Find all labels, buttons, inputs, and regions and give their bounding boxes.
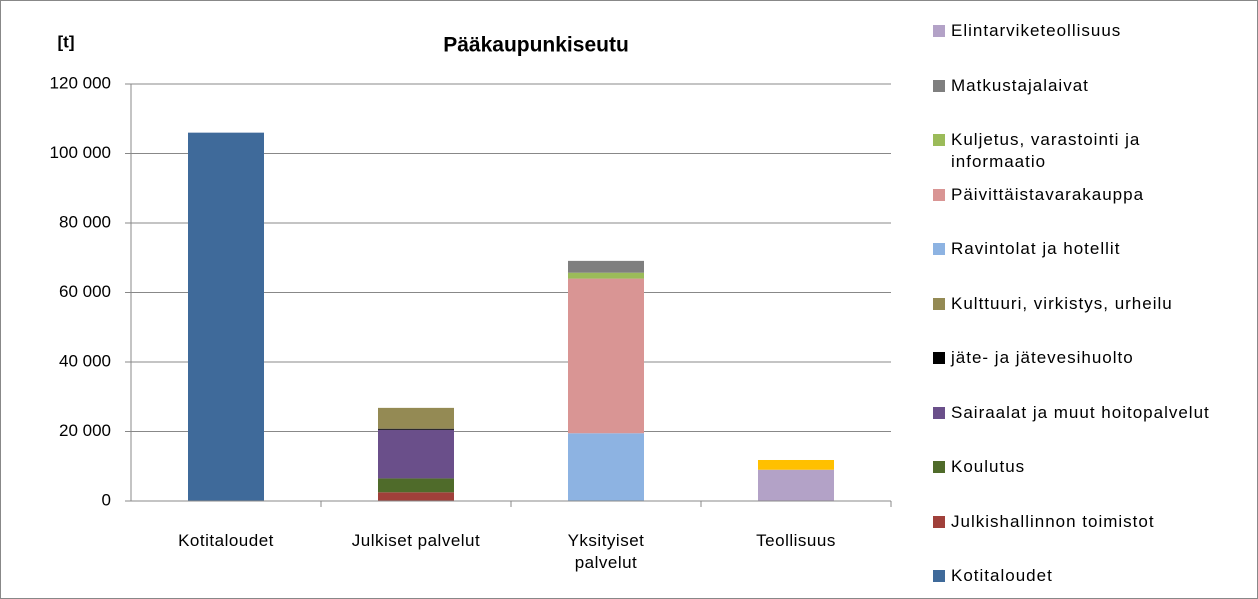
legend-label: Kuljetus, varastointi ja informaatio xyxy=(951,130,1141,171)
legend-label: Elintarviketeollisuus xyxy=(951,21,1122,40)
bar-segment xyxy=(568,278,644,434)
bar-segment xyxy=(758,459,834,470)
legend-swatch xyxy=(933,515,945,528)
x-tick-label: Kotitaloudet xyxy=(178,531,274,550)
legend-swatch xyxy=(933,352,945,364)
bar-segment xyxy=(378,429,454,479)
legend-item: jäte- ja jätevesihuolto xyxy=(933,347,1233,369)
bar-segment xyxy=(568,272,644,279)
legend-label: Kulttuuri, virkistys, urheilu xyxy=(951,293,1173,313)
legend-item: Päivittäistavarakauppa xyxy=(933,184,1233,206)
chart-title: Pääkaupunkiseutu xyxy=(443,34,629,57)
legend-swatch xyxy=(933,570,945,582)
legend-swatch xyxy=(933,297,945,310)
bar-segment xyxy=(378,428,454,430)
y-tick-label: 20 000 xyxy=(59,421,111,440)
legend-item: Matkustajalaivat xyxy=(933,75,1233,97)
legend-label: Päivittäistavarakauppa xyxy=(951,184,1145,204)
y-tick-label: 60 000 xyxy=(59,282,111,301)
legend-swatch xyxy=(933,188,945,201)
legend-item: Koulutus xyxy=(933,456,1233,478)
legend-label: Koulutus xyxy=(951,457,1026,476)
bar-segment xyxy=(378,407,454,429)
legend-swatch xyxy=(933,461,945,473)
legend-item: Kulttuuri, virkistys, urheilu xyxy=(933,293,1233,315)
x-tick-label: Teollisuus xyxy=(756,531,836,550)
legend-item: Kuljetus, varastointi ja informaatio xyxy=(933,129,1233,173)
legend-label: Kotitaloudet xyxy=(951,566,1053,585)
legend-label: Ravintolat ja hotellit xyxy=(951,239,1121,258)
legend-item: Julkishallinnon toimistot xyxy=(933,511,1233,533)
y-axis-label: [t] xyxy=(58,32,75,51)
legend-label: Sairaalat ja muut hoitopalvelut xyxy=(951,402,1210,422)
bar-segment xyxy=(188,132,264,501)
legend-label: Julkishallinnon toimistot xyxy=(951,511,1155,531)
bar-segment xyxy=(378,478,454,493)
x-tick-label: Yksityiset palvelut xyxy=(567,531,645,572)
legend-item: Ravintolat ja hotellit xyxy=(933,238,1233,260)
legend-item: Sairaalat ja muut hoitopalvelut xyxy=(933,402,1233,424)
bar-segment xyxy=(758,469,834,501)
y-tick-label: 40 000 xyxy=(59,351,111,370)
bar-segment xyxy=(568,260,644,273)
y-tick-label: 120 000 xyxy=(50,73,111,92)
legend-item: Kotitaloudet xyxy=(933,565,1233,587)
y-tick-label: 0 xyxy=(102,490,111,509)
legend-swatch xyxy=(933,406,945,419)
bar-segment xyxy=(378,492,454,501)
y-tick-label: 100 000 xyxy=(50,143,111,162)
bar-segment xyxy=(568,433,644,501)
legend-item: Elintarviketeollisuus xyxy=(933,20,1233,42)
legend-label: Matkustajalaivat xyxy=(951,75,1089,95)
y-tick-label: 80 000 xyxy=(59,212,111,231)
legend-swatch xyxy=(933,134,945,146)
legend-label: jäte- ja jätevesihuolto xyxy=(951,348,1134,367)
legend-swatch xyxy=(933,79,945,92)
legend-swatch xyxy=(933,25,945,37)
x-tick-label: Julkiset palvelut xyxy=(351,531,481,550)
legend-swatch xyxy=(933,243,945,255)
